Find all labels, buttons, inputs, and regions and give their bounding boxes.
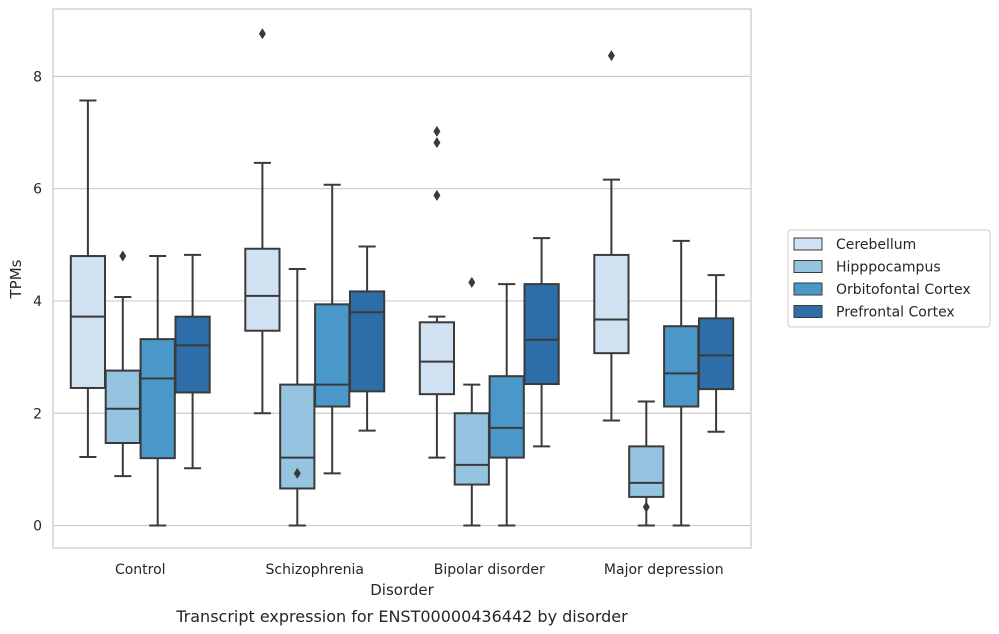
x-tick-label: Major depression bbox=[604, 562, 724, 578]
box bbox=[418, 321, 456, 396]
y-tick-label: 4 bbox=[33, 294, 42, 310]
outlier-point bbox=[433, 125, 441, 137]
legend-label: Prefrontal Cortex bbox=[836, 305, 955, 321]
box bbox=[523, 283, 560, 386]
box-group bbox=[348, 245, 386, 432]
outlier-point bbox=[468, 276, 476, 288]
box bbox=[174, 315, 211, 394]
legend-frame bbox=[787, 229, 991, 328]
box bbox=[314, 303, 351, 408]
box-group bbox=[453, 276, 490, 527]
y-tick-label: 2 bbox=[33, 406, 42, 422]
x-axis-ticks: Control Schizophrenia Bipolar disorder Majo… bbox=[115, 562, 724, 578]
box bbox=[488, 375, 525, 459]
box bbox=[139, 338, 176, 460]
outlier-point bbox=[258, 28, 266, 40]
box-group bbox=[418, 125, 456, 459]
y-tick-label: 8 bbox=[33, 69, 42, 85]
box bbox=[697, 317, 735, 391]
box bbox=[453, 412, 490, 486]
outlier-point bbox=[607, 50, 615, 62]
x-tick-label: Bipolar disorder bbox=[434, 562, 545, 578]
y-axis-label: TPMs bbox=[7, 259, 25, 299]
outlier-point bbox=[433, 189, 441, 201]
box bbox=[593, 253, 630, 355]
legend-swatch bbox=[793, 305, 823, 318]
x-tick-label: Control bbox=[115, 562, 166, 578]
legend-label: Hipppocampus bbox=[836, 260, 941, 276]
legend-label: Cerebellum bbox=[836, 237, 916, 253]
box-group bbox=[697, 274, 735, 433]
box-group bbox=[663, 239, 700, 527]
plot-frame bbox=[52, 8, 752, 549]
box-group bbox=[279, 267, 316, 527]
box-group bbox=[488, 283, 525, 527]
box bbox=[628, 445, 665, 498]
box-group bbox=[523, 237, 560, 448]
box bbox=[69, 255, 107, 389]
legend: Cerebellum Hipppocampus Orbitofontal Corte… bbox=[787, 229, 991, 328]
outlier-point bbox=[433, 137, 441, 149]
outlier-point bbox=[293, 467, 301, 479]
legend-swatch bbox=[793, 282, 823, 296]
outlier-point bbox=[119, 250, 127, 262]
box-plots bbox=[69, 28, 735, 527]
box bbox=[104, 369, 141, 445]
outlier-point bbox=[642, 501, 650, 513]
box bbox=[279, 383, 316, 490]
y-axis-ticks: 0 2 4 6 8 bbox=[33, 69, 42, 534]
box-group bbox=[314, 183, 351, 475]
legend-swatch bbox=[793, 260, 823, 273]
box-group bbox=[628, 400, 665, 527]
box-group bbox=[69, 99, 107, 459]
y-tick-label: 0 bbox=[33, 519, 42, 535]
box bbox=[663, 325, 700, 408]
box bbox=[244, 247, 281, 332]
x-axis-label: Disorder bbox=[370, 581, 434, 599]
box bbox=[348, 290, 386, 393]
legend-swatch bbox=[793, 237, 823, 251]
box-group bbox=[139, 255, 176, 527]
box-group bbox=[244, 28, 281, 415]
box-group bbox=[593, 50, 630, 422]
legend-label: Orbitofontal Cortex bbox=[836, 282, 971, 298]
x-tick-label: Schizophrenia bbox=[266, 562, 364, 578]
box-group bbox=[174, 253, 211, 470]
chart-caption: Transcript expression for ENST0000043644… bbox=[175, 607, 628, 626]
y-tick-label: 6 bbox=[33, 182, 42, 198]
